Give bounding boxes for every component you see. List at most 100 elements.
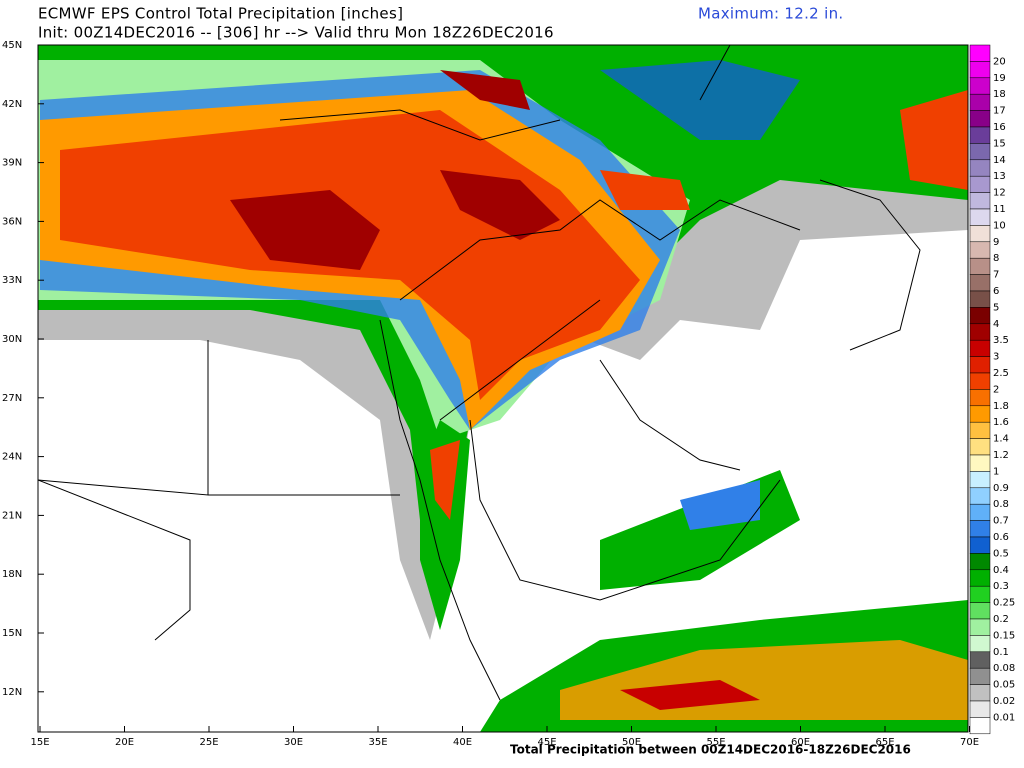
maximum: Maximum: 12.2 in. [698, 5, 843, 23]
colorbar-swatch [969, 307, 991, 325]
colorbar-label: 6 [993, 286, 999, 297]
colorbar-swatch [969, 700, 991, 718]
colorbar-swatch [969, 159, 991, 177]
colorbar-swatch [969, 569, 991, 587]
colorbar-label: 0.02 [993, 696, 1015, 707]
colorbar-label: 0.6 [993, 532, 1009, 543]
lon-label: 25E [199, 737, 218, 748]
lat-label: 42N [2, 99, 22, 110]
lon-label: 60E [791, 737, 810, 748]
colorbar-swatch [969, 372, 991, 390]
colorbar: 20 19 18 17 16 15 14 13 12 11 10 9 8 7 6 5 4 3.5 3 2.5 2 1.8 1… [969, 44, 1015, 735]
colorbar-label: 3.5 [993, 335, 1009, 346]
colorbar-label: 1.6 [993, 417, 1009, 428]
colorbar-label: 17 [993, 106, 1006, 117]
lat-label: 33N [2, 275, 22, 286]
colorbar-label: 11 [993, 204, 1006, 215]
lon-label: 65E [875, 737, 894, 748]
map [37, 44, 969, 733]
colorbar-swatch [969, 77, 991, 95]
lon-label: 30E [284, 737, 303, 748]
colorbar-label: 0.01 [993, 712, 1015, 723]
colorbar-swatch [969, 684, 991, 702]
colorbar-label: 2 [993, 384, 999, 395]
colorbar-label: 0.05 [993, 680, 1015, 691]
lon-label: 55E [706, 737, 725, 748]
lat-label: 15N [2, 628, 22, 639]
lat-label: 18N [2, 569, 22, 580]
colorbar-label: 1.2 [993, 450, 1009, 461]
colorbar-swatch [969, 143, 991, 161]
colorbar-label: 15 [993, 138, 1006, 149]
colorbar-swatch [969, 192, 991, 210]
lat-label: 36N [2, 216, 22, 227]
colorbar-swatch [969, 585, 991, 603]
colorbar-swatch [969, 536, 991, 554]
colorbar-label: 19 [993, 73, 1006, 84]
colorbar-swatch [969, 667, 991, 685]
colorbar-label: 0.1 [993, 647, 1009, 658]
lat-label: 12N [2, 687, 22, 698]
axes: 45N 42N 39N 36N 33N 30N 27N 24N 21N 18N 15N 12N 15E 2… [2, 40, 979, 748]
colorbar-swatch [969, 471, 991, 489]
lat-label: 21N [2, 510, 22, 521]
lon-label: 35E [368, 737, 387, 748]
colorbar-label: 10 [993, 220, 1006, 231]
lat-label: 30N [2, 334, 22, 345]
colorbar-label: 16 [993, 122, 1006, 133]
lon-label: 70E [960, 737, 979, 748]
colorbar-swatch [969, 503, 991, 521]
colorbar-swatch [969, 389, 991, 407]
colorbar-label: 5 [993, 302, 999, 313]
colorbar-swatch [969, 635, 991, 653]
colorbar-label: 20 [993, 56, 1006, 67]
colorbar-swatch [969, 618, 991, 636]
colorbar-label: 1.4 [993, 434, 1009, 445]
lat-label: 27N [2, 393, 22, 404]
colorbar-swatch [969, 257, 991, 275]
colorbar-swatch [969, 61, 991, 79]
colorbar-swatch [969, 651, 991, 669]
colorbar-swatch [969, 241, 991, 259]
colorbar-label: 14 [993, 155, 1006, 166]
colorbar-label: 9 [993, 237, 999, 248]
colorbar-label: 0.3 [993, 581, 1009, 592]
colorbar-swatch [969, 421, 991, 439]
lat-label: 45N [2, 40, 22, 51]
lon-label: 40E [453, 737, 472, 748]
colorbar-swatch [969, 553, 991, 571]
lat-label: 24N [2, 452, 22, 463]
colorbar-label: 1.8 [993, 401, 1009, 412]
colorbar-swatch [969, 225, 991, 243]
colorbar-swatch [969, 405, 991, 423]
lon-label: 20E [115, 737, 134, 748]
colorbar-label: 4 [993, 319, 999, 330]
colorbar-swatch [969, 274, 991, 292]
lon-label: 15E [30, 737, 49, 748]
colorbar-swatch [969, 110, 991, 128]
colorbar-swatch [969, 438, 991, 456]
colorbar-swatch [969, 717, 991, 735]
colorbar-swatch [969, 93, 991, 111]
colorbar-label: 0.15 [993, 630, 1015, 641]
colorbar-label: 0.7 [993, 516, 1009, 527]
title: ECMWF EPS Control Total Precipitation [i… [38, 5, 403, 23]
colorbar-swatch [969, 323, 991, 341]
colorbar-label: 12 [993, 188, 1006, 199]
colorbar-label: 0.25 [993, 598, 1015, 609]
colorbar-swatch [969, 175, 991, 193]
colorbar-swatch [969, 454, 991, 472]
colorbar-label: 13 [993, 171, 1006, 182]
colorbar-label: 0.9 [993, 483, 1009, 494]
colorbar-label: 3 [993, 352, 999, 363]
colorbar-swatch [969, 290, 991, 308]
colorbar-label: 0.08 [993, 663, 1015, 674]
colorbar-swatch [969, 44, 991, 62]
colorbar-swatch [969, 356, 991, 374]
colorbar-label: 7 [993, 270, 999, 281]
colorbar-label: 1 [993, 466, 999, 477]
lat-label: 39N [2, 158, 22, 169]
colorbar-label: 2.5 [993, 368, 1009, 379]
colorbar-label: 0.2 [993, 614, 1009, 625]
